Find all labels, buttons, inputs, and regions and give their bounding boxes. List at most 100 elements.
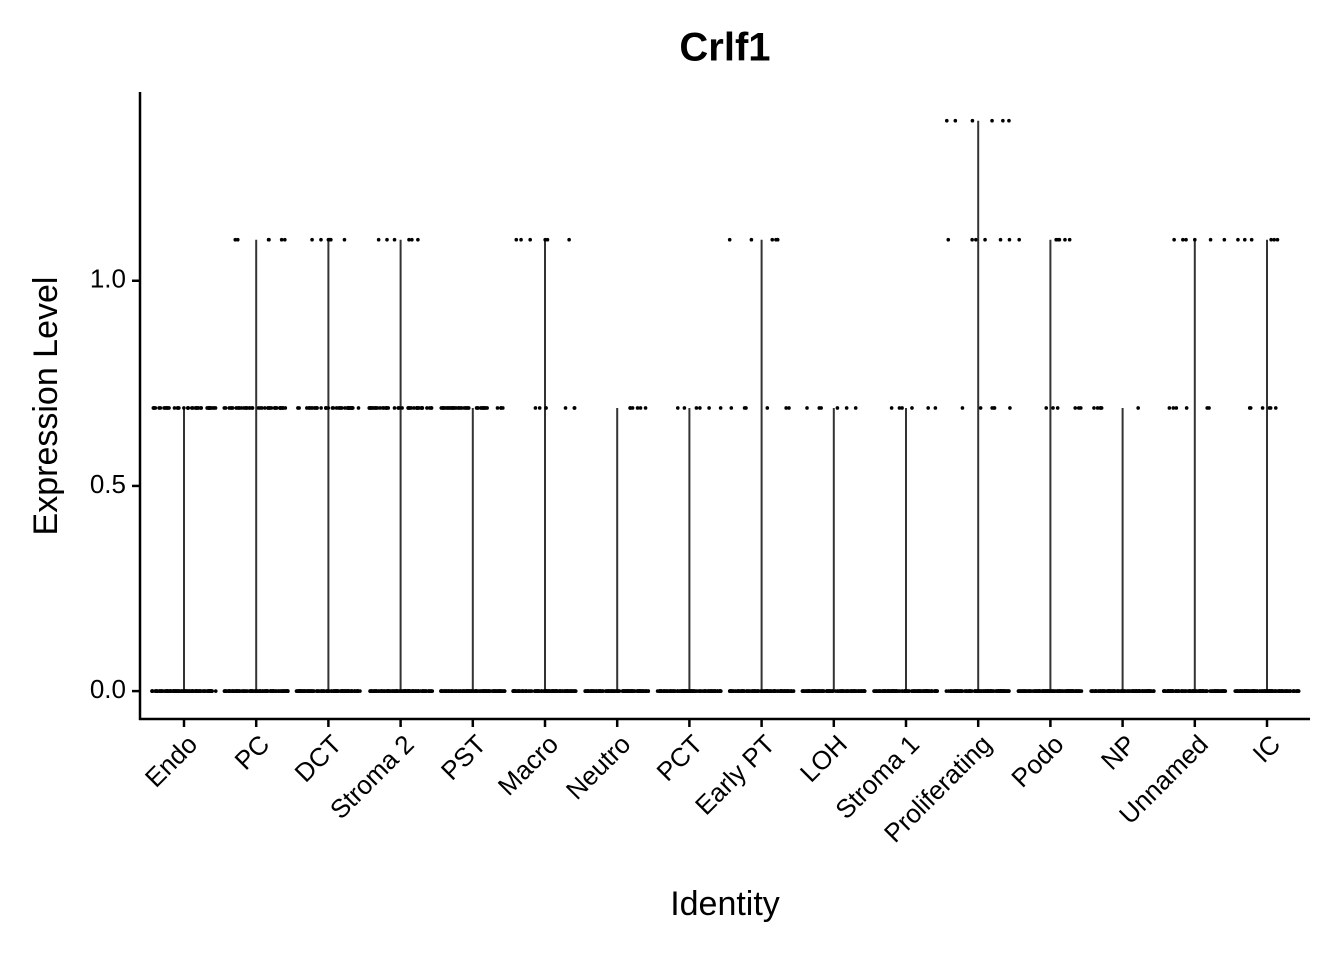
point xyxy=(1029,689,1033,693)
point-cluster xyxy=(296,406,361,410)
point xyxy=(334,406,339,410)
y-tick-label: 1.0 xyxy=(90,264,126,294)
point xyxy=(910,689,915,693)
point xyxy=(1062,689,1066,693)
point xyxy=(862,689,867,693)
point xyxy=(1275,237,1280,242)
point xyxy=(497,689,502,693)
point xyxy=(459,406,464,410)
point xyxy=(1001,118,1005,123)
point xyxy=(305,689,310,693)
point xyxy=(390,689,395,693)
x-tick-label: DCT xyxy=(289,729,348,788)
point xyxy=(494,689,498,693)
point-cluster xyxy=(376,237,420,242)
point xyxy=(709,689,714,693)
point xyxy=(237,406,241,410)
point-cluster xyxy=(727,237,780,242)
point xyxy=(694,406,699,410)
point-cluster xyxy=(727,689,796,693)
point xyxy=(1221,689,1226,693)
point xyxy=(181,689,186,693)
point xyxy=(476,406,480,410)
point xyxy=(176,406,180,410)
point xyxy=(1277,689,1281,693)
point xyxy=(698,406,702,410)
point xyxy=(157,689,162,693)
point xyxy=(283,237,287,242)
point xyxy=(1007,118,1011,123)
point xyxy=(659,689,664,693)
point xyxy=(346,406,351,410)
point xyxy=(356,406,361,410)
point xyxy=(1070,689,1074,693)
point xyxy=(349,689,354,693)
point xyxy=(1212,689,1217,693)
point xyxy=(627,689,631,693)
point xyxy=(944,118,949,123)
point xyxy=(978,406,983,410)
point xyxy=(935,689,940,693)
point xyxy=(533,689,537,693)
point xyxy=(406,406,410,410)
point xyxy=(171,689,175,693)
point xyxy=(926,406,930,410)
point xyxy=(840,689,844,693)
point xyxy=(718,689,722,693)
x-tick-label: Macro xyxy=(492,729,564,801)
point xyxy=(930,689,934,693)
point xyxy=(636,689,641,693)
point xyxy=(687,689,691,693)
point-cluster xyxy=(1233,689,1301,693)
point xyxy=(754,689,758,693)
point xyxy=(759,689,764,693)
point xyxy=(802,689,806,693)
point xyxy=(253,689,258,693)
point xyxy=(416,689,421,693)
point xyxy=(326,237,331,242)
point xyxy=(1017,237,1021,242)
point xyxy=(1174,406,1179,410)
point xyxy=(326,689,330,693)
point-cluster xyxy=(889,406,938,410)
point xyxy=(1208,689,1213,693)
point xyxy=(483,689,488,693)
point xyxy=(1273,689,1278,693)
point xyxy=(853,406,858,410)
point xyxy=(784,406,788,410)
point xyxy=(174,689,178,693)
point xyxy=(321,689,326,693)
point xyxy=(533,406,538,410)
point xyxy=(194,689,198,693)
point xyxy=(1131,689,1135,693)
point-cluster xyxy=(151,406,218,410)
point xyxy=(1007,237,1012,242)
point xyxy=(152,406,157,410)
point xyxy=(1287,689,1292,693)
point xyxy=(296,406,300,410)
point xyxy=(1134,689,1139,693)
point xyxy=(1151,689,1156,693)
point xyxy=(235,237,240,242)
point xyxy=(281,406,285,410)
point-cluster xyxy=(946,237,1012,242)
point xyxy=(859,689,863,693)
point xyxy=(643,406,648,410)
point xyxy=(727,237,732,242)
point xyxy=(572,406,577,410)
point xyxy=(706,689,710,693)
point xyxy=(222,689,227,693)
point xyxy=(462,406,467,410)
point xyxy=(729,689,734,693)
point xyxy=(310,237,314,242)
point xyxy=(425,406,429,410)
point xyxy=(385,237,389,242)
point xyxy=(744,406,748,410)
point xyxy=(671,689,676,693)
x-tick-label: Early PT xyxy=(689,729,781,821)
point xyxy=(196,406,201,410)
point xyxy=(495,406,500,410)
point xyxy=(1291,689,1296,693)
point xyxy=(977,689,982,693)
